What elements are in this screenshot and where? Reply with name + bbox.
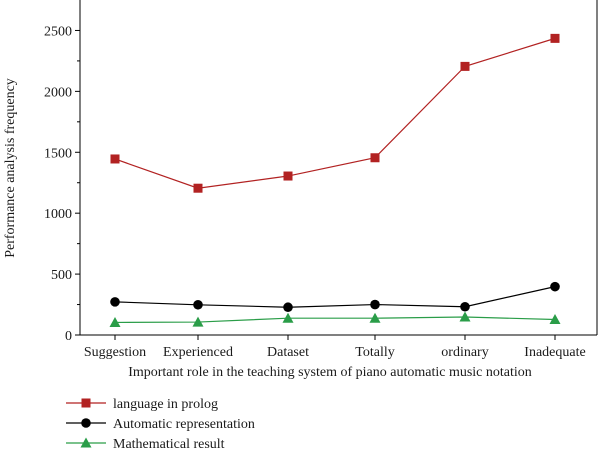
data-point (550, 281, 560, 292)
data-point (460, 301, 470, 312)
data-point (193, 183, 203, 193)
x-axis-ticks: Suggestion Experienced Dataset Totally ordin… (84, 335, 586, 360)
data-point (550, 33, 560, 43)
data-point (282, 312, 294, 323)
series-group (110, 281, 560, 313)
series-line (114, 286, 556, 308)
y-axis-title: Performance analysis frequency (3, 78, 18, 258)
data-point (370, 153, 380, 163)
x-tick-label: Totally (355, 345, 394, 360)
legend-label: language in prolog (113, 397, 218, 412)
data-point (110, 154, 120, 164)
series-layer (109, 33, 561, 327)
legend-item: language in prolog (66, 397, 218, 412)
series-group (110, 33, 560, 193)
y-tick-label: 500 (51, 268, 72, 283)
legend-item: Automatic representation (66, 417, 255, 432)
data-point (109, 316, 121, 327)
legend-item: Mathematical result (66, 437, 225, 452)
y-axis-ticks: 0 500 1000 1500 2000 2500 (44, 24, 80, 344)
y-tick-label: 2500 (44, 24, 72, 39)
legend-label: Automatic representation (113, 417, 255, 432)
data-point (110, 297, 120, 307)
series-group (109, 311, 561, 327)
x-tick-label: Inadequate (524, 345, 585, 360)
x-tick-label: Experienced (163, 345, 233, 360)
data-point (283, 171, 293, 181)
data-point (459, 311, 471, 322)
legend: language in prolog Automatic representati… (66, 397, 255, 452)
legend-marker (81, 418, 91, 428)
data-point (549, 314, 561, 325)
legend-label: Mathematical result (113, 437, 225, 452)
data-point (283, 302, 293, 313)
x-tick-label: Suggestion (84, 345, 146, 360)
x-tick-label: Dataset (267, 345, 309, 360)
x-tick-label: ordinary (441, 345, 488, 360)
series-line (114, 316, 556, 324)
series-line (114, 37, 556, 189)
data-point (192, 316, 204, 327)
x-axis-title: Important role in the teaching system of… (128, 365, 532, 380)
legend-marker (80, 437, 92, 448)
data-point (460, 61, 470, 71)
data-point (370, 299, 380, 310)
y-tick-label: 1000 (44, 207, 72, 222)
data-point (369, 312, 381, 323)
y-tick-label: 2000 (44, 85, 72, 100)
axes (79, 0, 598, 336)
y-tick-label: 1500 (44, 146, 72, 161)
data-point (193, 299, 203, 310)
legend-marker (81, 398, 91, 408)
y-tick-label: 0 (65, 329, 72, 344)
